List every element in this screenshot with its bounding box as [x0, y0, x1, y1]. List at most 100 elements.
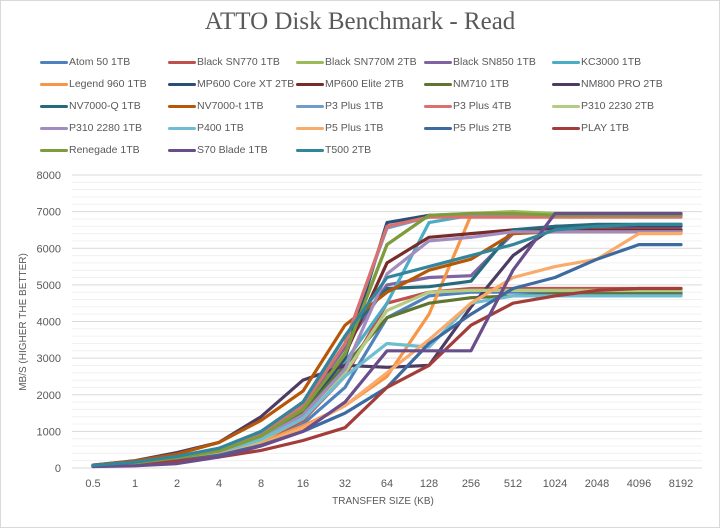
y-axis-ticks: 0 1000 2000 3000 4000 5000 6000 7000 8000: [37, 170, 61, 475]
y-tick-label: 6000: [37, 243, 61, 255]
series-line-renegade-1tb: [91, 211, 683, 468]
legend-label: NV7000-Q 1TB: [69, 100, 141, 112]
x-tick-label: 0.5: [85, 478, 100, 490]
legend-label: Renegade 1TB: [69, 144, 140, 156]
legend-label: P3 Plus 4TB: [453, 100, 512, 112]
legend-label: MP600 Elite 2TB: [325, 78, 404, 90]
y-tick-label: 8000: [37, 170, 61, 182]
legend-item: P5 Plus 1TB: [296, 121, 383, 135]
legend-label: Black SN850 1TB: [453, 56, 536, 68]
legend-swatch-icon: [40, 82, 68, 86]
series-lines: [91, 210, 683, 469]
legend-label: NM710 1TB: [453, 78, 510, 90]
legend-item: Atom 50 1TB: [40, 55, 130, 69]
x-tick-label: 4: [216, 478, 222, 490]
legend-label: Black SN770 1TB: [197, 56, 280, 68]
legend-item: Black SN850 1TB: [424, 55, 536, 69]
legend-item: Black SN770M 2TB: [296, 55, 417, 69]
legend-swatch-icon: [168, 148, 196, 152]
legend-item: P3 Plus 4TB: [424, 99, 511, 113]
series-line-black-sn770m-2tb: [91, 210, 683, 468]
legend-swatch-icon: [40, 104, 68, 108]
legend-swatch-icon: [552, 126, 580, 130]
x-tick-label: 1: [132, 478, 138, 490]
legend-swatch-icon: [40, 60, 68, 64]
x-axis-ticks: 0.5 1 2 4 8 16 32 64 128 256 512 1024 2048 4096 8192: [85, 478, 693, 490]
legend-swatch-icon: [552, 104, 580, 108]
legend-swatch-icon: [296, 126, 324, 130]
x-tick-label: 1024: [543, 478, 567, 490]
legend-item: T500 2TB: [296, 143, 371, 157]
legend-label: P310 2230 2TB: [581, 100, 654, 112]
y-tick-label: 1000: [37, 426, 61, 438]
legend-item: MP600 Elite 2TB: [296, 77, 404, 91]
x-tick-label: 16: [297, 478, 309, 490]
x-tick-label: 2: [174, 478, 180, 490]
series-line-p3-plus-4tb: [91, 215, 683, 468]
legend-swatch-icon: [424, 126, 452, 130]
y-tick-label: 2000: [37, 390, 61, 402]
x-tick-label: 256: [462, 478, 480, 490]
legend-swatch-icon: [552, 82, 580, 86]
legend-swatch-icon: [40, 126, 68, 130]
legend-label: P5 Plus 2TB: [453, 122, 512, 134]
legend-item: P310 2280 1TB: [40, 121, 142, 135]
series-line-mp600-core-xt-2tb: [91, 213, 683, 468]
series-line-mp600-elite-2tb: [91, 228, 683, 468]
legend-swatch-icon: [424, 60, 452, 64]
x-tick-label: 128: [420, 478, 438, 490]
x-tick-label: 8: [258, 478, 264, 490]
y-tick-label: 4000: [37, 317, 61, 329]
legend-item: P5 Plus 2TB: [424, 121, 511, 135]
legend-swatch-icon: [552, 60, 580, 64]
legend-item: Legend 960 1TB: [40, 77, 147, 91]
legend-item: MP600 Core XT 2TB: [168, 77, 294, 91]
series-line-p310-2280-1tb: [91, 230, 683, 468]
y-tick-label: 3000: [37, 353, 61, 365]
x-tick-label: 32: [339, 478, 351, 490]
legend-item: P400 1TB: [168, 121, 244, 135]
x-tick-label: 8192: [669, 478, 693, 490]
legend-swatch-icon: [168, 104, 196, 108]
x-tick-label: 2048: [585, 478, 609, 490]
legend-swatch-icon: [40, 148, 68, 152]
legend-item: NM800 PRO 2TB: [552, 77, 663, 91]
legend-label: Black SN770M 2TB: [325, 56, 417, 68]
x-tick-label: 512: [504, 478, 522, 490]
legend-label: P5 Plus 1TB: [325, 122, 384, 134]
legend-swatch-icon: [168, 126, 196, 130]
legend-label: Legend 960 1TB: [69, 78, 147, 90]
legend-label: MP600 Core XT 2TB: [197, 78, 295, 90]
series-line-s70-blade-1tb: [91, 211, 683, 469]
legend-item: Renegade 1TB: [40, 143, 140, 157]
legend-item: P3 Plus 1TB: [296, 99, 383, 113]
legend-swatch-icon: [296, 148, 324, 152]
legend-item: NM710 1TB: [424, 77, 509, 91]
legend-item: NV7000-Q 1TB: [40, 99, 141, 113]
legend-item: S70 Blade 1TB: [168, 143, 268, 157]
legend-swatch-icon: [168, 60, 196, 64]
series-line-legend-960-1tb: [91, 213, 683, 468]
legend-item: P310 2230 2TB: [552, 99, 654, 113]
legend-swatch-icon: [168, 82, 196, 86]
legend-label: P3 Plus 1TB: [325, 100, 384, 112]
legend-label: P310 2280 1TB: [69, 122, 142, 134]
legend-label: Atom 50 1TB: [69, 56, 131, 68]
legend-item: PLAY 1TB: [552, 121, 629, 135]
legend-label: PLAY 1TB: [581, 122, 630, 134]
legend-label: NM800 PRO 2TB: [581, 78, 663, 90]
series-line-p3-plus-1tb: [91, 213, 683, 468]
legend-label: KC3000 1TB: [581, 56, 642, 68]
legend-label: S70 Blade 1TB: [197, 144, 268, 156]
legend-label: NV7000-t 1TB: [197, 100, 264, 112]
gridlines: [72, 174, 702, 469]
legend-item: KC3000 1TB: [552, 55, 641, 69]
legend-label: T500 2TB: [325, 144, 372, 156]
y-axis-title: MB/S (HIGHER THE BETTER): [18, 253, 29, 391]
legend-item: NV7000-t 1TB: [168, 99, 264, 113]
legend-item: Black SN770 1TB: [168, 55, 280, 69]
y-tick-label: 0: [55, 463, 61, 475]
chart-title: ATTO Disk Benchmark - Read: [204, 8, 516, 35]
